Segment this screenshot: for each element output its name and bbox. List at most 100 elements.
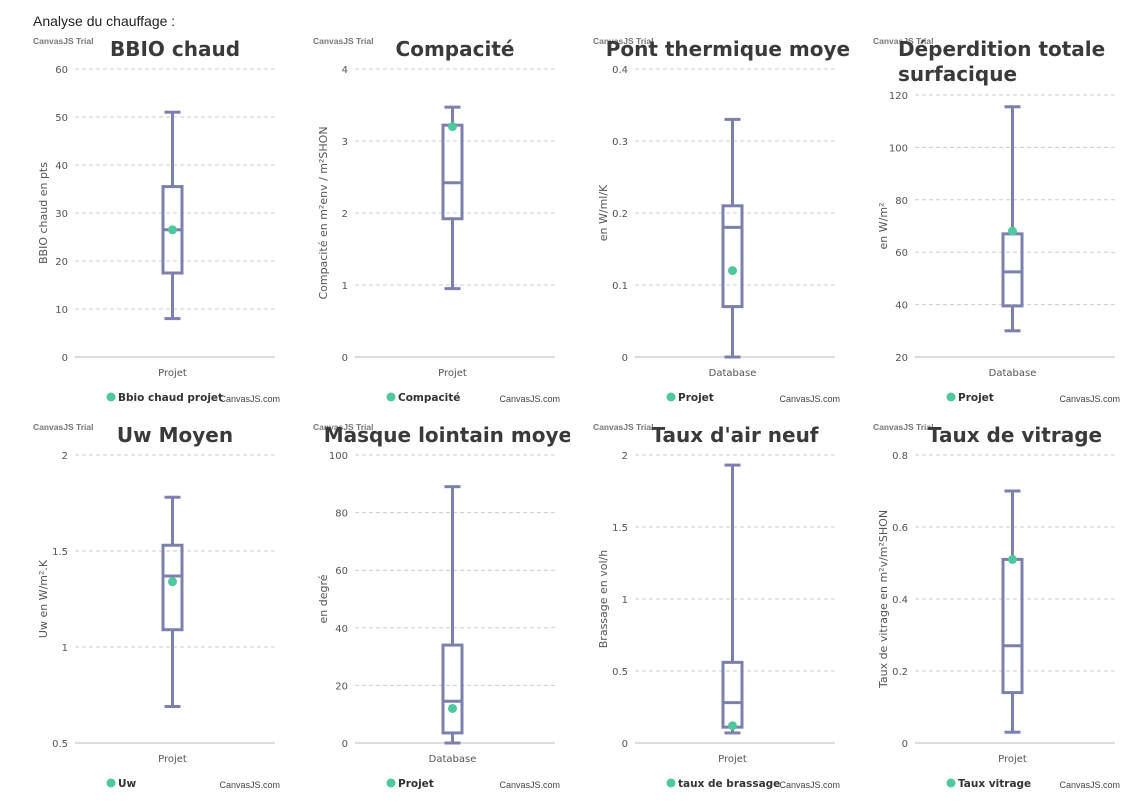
- credit-label: CanvasJS.com: [219, 780, 280, 790]
- chart-title: Pont thermique moyen: [606, 37, 850, 61]
- category-label: Database: [429, 754, 477, 765]
- tick-label: 20: [895, 353, 908, 364]
- chart-svg: CanvasJS Trial BBIO chaud 0 10 20 30 40 50 60 BBI…: [33, 36, 280, 404]
- tick-label: 0.6: [892, 523, 908, 534]
- tick-label: 0.5: [612, 667, 628, 678]
- tick-label: 20: [55, 257, 68, 268]
- tick-label: 1: [62, 643, 68, 654]
- tick-label: 60: [335, 566, 348, 577]
- tick-label: 4: [342, 65, 348, 76]
- tick-label: 0.2: [612, 209, 628, 220]
- project-point: [1008, 226, 1017, 236]
- box-iqr: [441, 643, 464, 735]
- tick-label: 30: [55, 209, 68, 220]
- trial-watermark: CanvasJS Trial: [873, 36, 933, 46]
- box-iqr: [1001, 557, 1024, 695]
- category-label: Projet: [438, 368, 467, 379]
- tick-label: 2: [342, 209, 348, 220]
- tick-label: 10: [55, 305, 68, 316]
- tick-label: 0: [342, 353, 348, 364]
- y-axis-label: en W/m²: [877, 203, 890, 250]
- tick-label: 80: [895, 196, 908, 207]
- chart-title: BBIO chaud: [110, 37, 240, 61]
- chart-masque-lointain: CanvasJS Trial Masque lointain moyen 0 20 40…: [290, 416, 570, 806]
- project-point: [448, 703, 457, 713]
- legend-marker: [666, 392, 676, 402]
- y-axis-label: en degré: [317, 574, 330, 623]
- tick-label: 0.1: [612, 281, 628, 292]
- legend-label: Projet: [958, 392, 994, 404]
- tick-label: 1.5: [612, 523, 628, 534]
- chart-title: Uw Moyen: [117, 423, 233, 447]
- chart-svg: CanvasJS Trial Uw Moyen 0.5 1 1.5 2 Uw en W/m²…: [33, 422, 280, 790]
- y-axis-label: Uw en W/m².K: [37, 559, 50, 638]
- tick-label: 0.8: [892, 451, 908, 462]
- credit-label: CanvasJS.com: [219, 394, 280, 404]
- tick-label: 0.2: [892, 667, 908, 678]
- trial-watermark: CanvasJS Trial: [313, 36, 373, 46]
- legend-marker: [386, 778, 396, 788]
- legend-marker: [106, 392, 116, 402]
- category-label: Projet: [158, 368, 187, 379]
- box-iqr: [441, 123, 464, 221]
- box-iqr: [161, 543, 184, 632]
- project-point: [1008, 554, 1017, 564]
- tick-label: 2: [62, 451, 68, 462]
- category-label: Projet: [998, 754, 1027, 765]
- tick-label: 1: [622, 595, 628, 606]
- tick-label: 50: [55, 113, 68, 124]
- tick-label: 40: [895, 301, 908, 312]
- tick-label: 3: [342, 137, 348, 148]
- legend-label: Bbio chaud projet: [118, 392, 223, 404]
- tick-label: 0: [342, 739, 348, 750]
- y-axis-label: Taux de vitrage en m²v/m²SHON: [877, 510, 890, 689]
- tick-label: 1: [342, 281, 348, 292]
- tick-label: 2: [622, 451, 628, 462]
- credit-label: CanvasJS.com: [779, 394, 840, 404]
- legend-label: taux de brassage: [678, 778, 780, 790]
- box-iqr: [1001, 232, 1024, 308]
- tick-label: 0.5: [52, 739, 68, 750]
- legend-marker: [666, 778, 676, 788]
- trial-watermark: CanvasJS Trial: [593, 422, 653, 432]
- tick-label: 120: [889, 91, 908, 102]
- project-point: [728, 266, 737, 276]
- chart-taux-air-neuf: CanvasJS Trial Taux d'air neuf 0 0.5 1 1.5 2 Br…: [570, 416, 850, 806]
- trial-watermark: CanvasJS Trial: [33, 422, 93, 432]
- tick-label: 0: [622, 353, 628, 364]
- chart-taux-vitrage: CanvasJS Trial Taux de vitrage 0 0.2 0.4 0.6 0…: [850, 416, 1128, 806]
- tick-label: 60: [55, 65, 68, 76]
- chart-svg: CanvasJS Trial Compacité 0 1 2 3 4 Compacité en…: [313, 36, 560, 404]
- chart-title: surfacique: [898, 62, 1017, 86]
- category-label: Projet: [158, 754, 187, 765]
- credit-label: CanvasJS.com: [499, 394, 560, 404]
- tick-label: 1.5: [52, 547, 68, 558]
- tick-label: 40: [55, 161, 68, 172]
- trial-watermark: CanvasJS Trial: [313, 422, 373, 432]
- credit-label: CanvasJS.com: [1059, 394, 1120, 404]
- project-point: [168, 577, 177, 587]
- legend-label: Projet: [678, 392, 714, 404]
- legend-marker: [946, 392, 956, 402]
- category-label: Database: [709, 368, 757, 379]
- category-label: Projet: [718, 754, 747, 765]
- trial-watermark: CanvasJS Trial: [33, 36, 93, 46]
- tick-label: 20: [335, 681, 348, 692]
- legend-marker: [106, 778, 116, 788]
- tick-label: 80: [335, 509, 348, 520]
- y-axis-label: en W/ml/K: [597, 184, 610, 241]
- y-axis-label: Brassage en vol/h: [597, 550, 610, 648]
- tick-label: 0: [622, 739, 628, 750]
- project-point: [448, 122, 457, 132]
- credit-label: CanvasJS.com: [779, 780, 840, 790]
- y-axis-label: BBIO chaud en pts: [37, 162, 50, 264]
- tick-label: 0: [62, 353, 68, 364]
- tick-label: 100: [889, 143, 908, 154]
- chart-title: Masque lointain moyen: [324, 423, 570, 447]
- chart-pont-thermique: CanvasJS Trial Pont thermique moyen 0 0.1 0.…: [570, 30, 850, 420]
- tick-label: 0.3: [612, 137, 628, 148]
